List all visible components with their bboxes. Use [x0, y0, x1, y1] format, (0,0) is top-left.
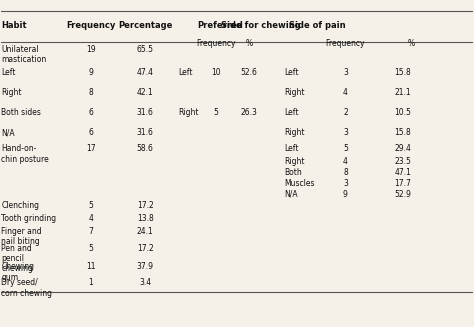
Text: Side of pain: Side of pain	[289, 21, 346, 30]
Text: 52.6: 52.6	[240, 68, 257, 77]
Text: Pen and
pencil
chewing: Pen and pencil chewing	[1, 244, 33, 273]
Text: 4: 4	[343, 88, 348, 97]
Text: 58.6: 58.6	[137, 144, 154, 153]
Text: Frequency: Frequency	[326, 39, 365, 48]
Text: 8: 8	[89, 88, 93, 97]
Text: 5: 5	[343, 144, 348, 153]
Text: 24.1: 24.1	[137, 227, 154, 236]
Text: Left: Left	[284, 108, 299, 117]
Text: 37.9: 37.9	[137, 262, 154, 271]
Text: 8: 8	[343, 168, 348, 177]
Text: 17.2: 17.2	[137, 244, 154, 253]
Text: Both: Both	[284, 168, 302, 177]
Text: Both sides: Both sides	[1, 108, 41, 117]
Text: 4: 4	[89, 214, 93, 223]
Text: Preferred: Preferred	[197, 21, 243, 30]
Text: Percentage: Percentage	[118, 21, 173, 30]
Text: 10: 10	[211, 68, 220, 77]
Text: Finger and
nail biting: Finger and nail biting	[1, 227, 42, 246]
Text: Muscles: Muscles	[284, 179, 315, 188]
Text: 23.5: 23.5	[394, 157, 411, 166]
Text: 31.6: 31.6	[137, 108, 154, 117]
Text: Left: Left	[284, 68, 299, 77]
Text: 5: 5	[89, 244, 93, 253]
Text: 11: 11	[86, 262, 96, 271]
Text: Frequency: Frequency	[66, 21, 116, 30]
Text: 10.5: 10.5	[394, 108, 411, 117]
Text: 3: 3	[343, 128, 348, 137]
Text: Right: Right	[178, 108, 199, 117]
Text: 29.4: 29.4	[394, 144, 411, 153]
Text: 21.1: 21.1	[395, 88, 411, 97]
Text: 31.6: 31.6	[137, 128, 154, 137]
Text: 17: 17	[86, 144, 96, 153]
Text: 9: 9	[89, 68, 93, 77]
Text: 65.5: 65.5	[137, 44, 154, 54]
Text: 15.8: 15.8	[394, 68, 411, 77]
Text: Clenching: Clenching	[1, 201, 39, 211]
Text: N/A: N/A	[284, 190, 298, 199]
Text: Right: Right	[284, 88, 305, 97]
Text: 9: 9	[343, 190, 348, 199]
Text: Side for chewing: Side for chewing	[220, 21, 300, 30]
Text: Right: Right	[284, 128, 305, 137]
Text: 3: 3	[343, 68, 348, 77]
Text: Left: Left	[284, 144, 299, 153]
Text: 17.7: 17.7	[394, 179, 411, 188]
Text: 6: 6	[89, 108, 93, 117]
Text: %: %	[245, 39, 252, 48]
Text: 7: 7	[89, 227, 93, 236]
Text: 19: 19	[86, 44, 96, 54]
Text: Right: Right	[284, 157, 305, 166]
Text: %: %	[408, 39, 415, 48]
Text: 4: 4	[343, 157, 348, 166]
Text: 52.9: 52.9	[394, 190, 411, 199]
Text: 5: 5	[213, 108, 218, 117]
Text: N/A: N/A	[1, 128, 15, 137]
Text: 6: 6	[89, 128, 93, 137]
Text: Hand-on-
chin posture: Hand-on- chin posture	[1, 144, 49, 164]
Text: 15.8: 15.8	[394, 128, 411, 137]
Text: 26.3: 26.3	[240, 108, 257, 117]
Text: Right: Right	[1, 88, 22, 97]
Text: Left: Left	[178, 68, 192, 77]
Text: 3: 3	[343, 179, 348, 188]
Text: Chewing
gum: Chewing gum	[1, 262, 35, 282]
Text: Dry seed/
corn chewing: Dry seed/ corn chewing	[1, 278, 53, 298]
Text: 3.4: 3.4	[139, 278, 151, 287]
Text: 2: 2	[343, 108, 348, 117]
Text: Unilateral
mastication: Unilateral mastication	[1, 44, 46, 64]
Text: 17.2: 17.2	[137, 201, 154, 211]
Text: 42.1: 42.1	[137, 88, 154, 97]
Text: 47.4: 47.4	[137, 68, 154, 77]
Text: Habit: Habit	[1, 21, 27, 30]
Text: Frequency: Frequency	[196, 39, 236, 48]
Text: 5: 5	[89, 201, 93, 211]
Text: 1: 1	[89, 278, 93, 287]
Text: Tooth grinding: Tooth grinding	[1, 214, 56, 223]
Text: 47.1: 47.1	[394, 168, 411, 177]
Text: Left: Left	[1, 68, 16, 77]
Text: 13.8: 13.8	[137, 214, 154, 223]
